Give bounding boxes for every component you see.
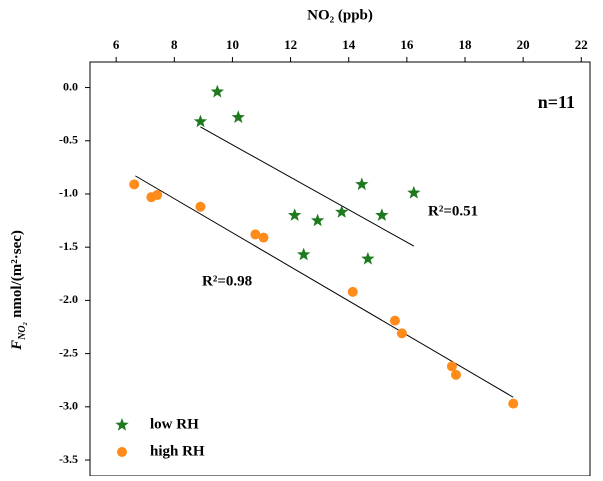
marker-circle <box>347 286 358 297</box>
fit-line <box>135 175 514 398</box>
marker-circle <box>195 201 206 212</box>
x-tick-label: 14 <box>342 37 356 52</box>
x-tick-label: 20 <box>517 37 530 52</box>
y-tick-label: -1.5 <box>59 239 78 253</box>
marker-star <box>288 208 302 221</box>
x-tick-label: 10 <box>226 37 239 52</box>
marker-circle <box>450 369 461 380</box>
y-tick-label: 0.0 <box>63 79 78 93</box>
marker-circle <box>396 328 407 339</box>
x-tick-label: 12 <box>284 37 297 52</box>
y-label-part: nmol/(m²·sec) <box>9 230 25 318</box>
marker-star <box>193 114 208 128</box>
marker-circle <box>250 229 261 240</box>
marker-star <box>210 84 224 98</box>
marker-star <box>297 247 311 261</box>
marker-star <box>231 110 245 123</box>
annotation: R²=0.51 <box>428 203 478 219</box>
x-tick-label: 22 <box>575 37 588 52</box>
y-tick-label: -0.5 <box>59 133 78 147</box>
fit-line <box>200 126 415 247</box>
legend-label: high RH <box>150 443 205 459</box>
legend-label: low RH <box>150 416 199 432</box>
legend-marker <box>115 418 129 431</box>
y-tick-label: -3.5 <box>59 452 78 466</box>
marker-circle <box>258 232 269 243</box>
x-tick-label: 6 <box>113 37 120 52</box>
marker-star <box>311 213 325 227</box>
x-tick-label: 16 <box>400 37 414 52</box>
x-tick-label: 18 <box>459 37 473 52</box>
y-tick-label: -1.0 <box>59 186 78 200</box>
marker-circle <box>446 361 457 372</box>
y-tick-label: -2.0 <box>59 292 78 306</box>
y-tick-label: -2.5 <box>59 345 78 359</box>
y-axis-label: FNO₂ nmol/(m²·sec) <box>9 230 28 351</box>
legend-marker <box>117 447 127 457</box>
marker-star <box>407 185 421 199</box>
y-label-part: NO₂ <box>17 322 28 341</box>
marker-star <box>361 251 375 265</box>
x-axis-label: NO₂ (ppb) <box>307 7 373 23</box>
marker-circle <box>508 398 519 409</box>
marker-circle <box>129 179 140 190</box>
marker-circle <box>389 315 400 326</box>
annotation: n=11 <box>538 92 575 112</box>
y-label-part: F <box>9 340 25 351</box>
marker-star <box>375 208 389 221</box>
plot-frame <box>89 61 591 477</box>
marker-circle <box>152 190 163 201</box>
annotation: R²=0.98 <box>202 273 252 289</box>
marker-star <box>355 177 369 191</box>
marker-star <box>335 205 349 218</box>
x-tick-label: 8 <box>171 37 178 52</box>
y-tick-label: -3.0 <box>59 399 78 413</box>
